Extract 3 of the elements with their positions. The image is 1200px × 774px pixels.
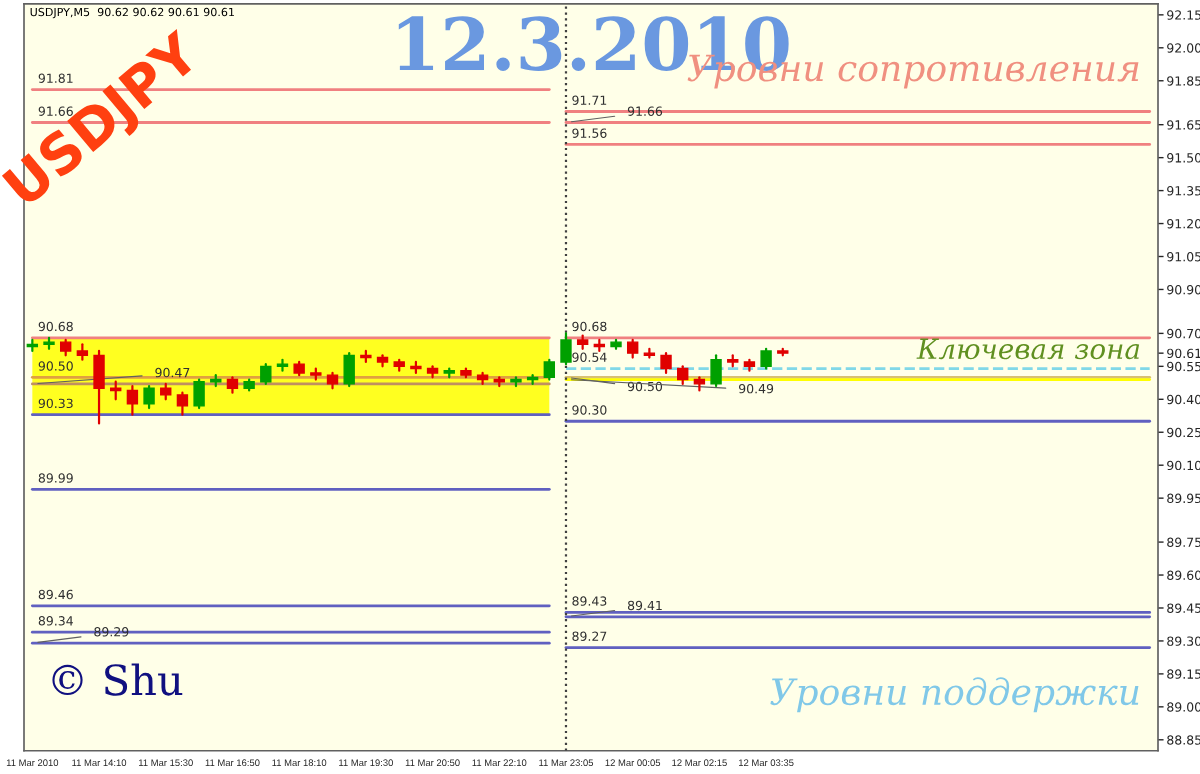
annotation: Уровни поддержки [770,677,1139,713]
annotation: © Shu [52,663,183,696]
annotation: Ключевая зона [916,338,1140,360]
